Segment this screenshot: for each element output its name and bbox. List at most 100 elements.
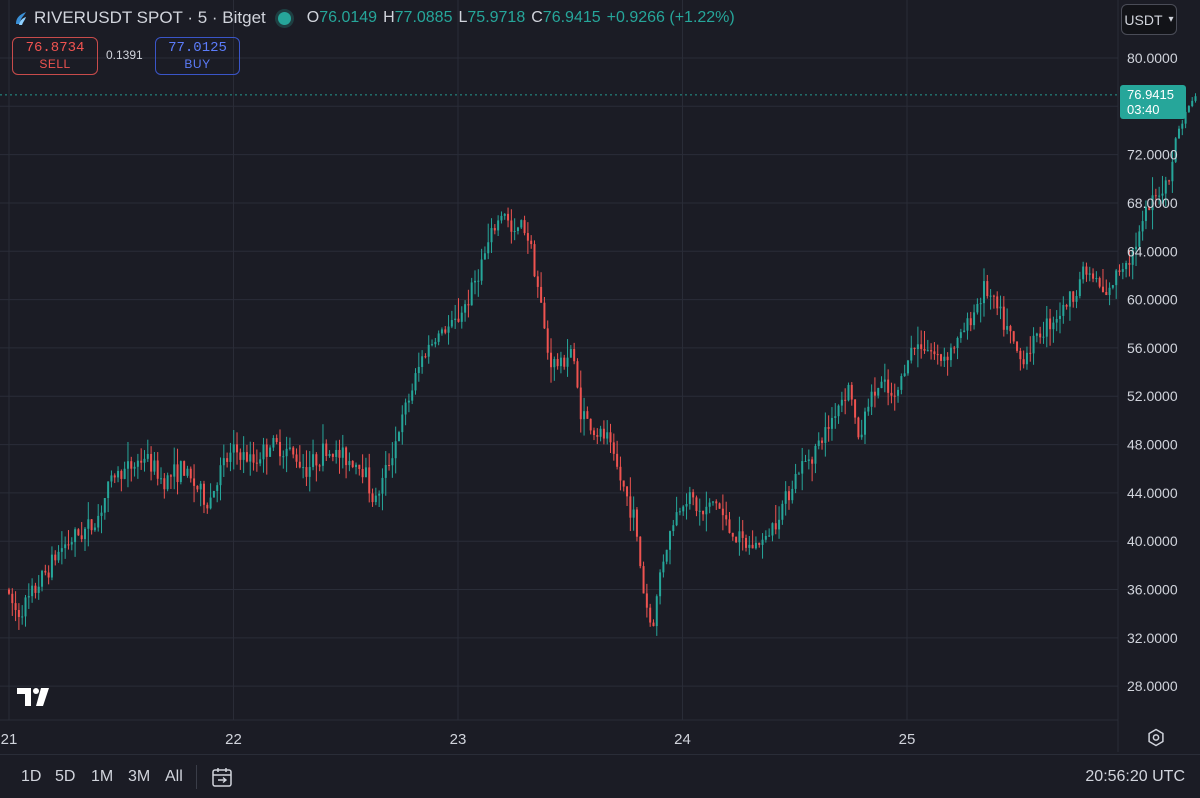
candle-body (550, 352, 553, 368)
candle-body (1174, 138, 1177, 162)
close-value: 76.9415 (542, 9, 601, 26)
candle-body (146, 453, 149, 459)
candle-body (705, 506, 708, 515)
candle-body (1177, 128, 1180, 139)
candle-body (910, 347, 913, 361)
candle-body (645, 593, 648, 608)
price-tick-label: 56.0000 (1127, 340, 1178, 356)
symbol-header: RIVERUSDT SPOT · 5 · Bitget O 76.0149 H 77… (14, 8, 735, 28)
candle-body (90, 519, 93, 531)
utc-clock[interactable]: 20:56:20 UTC (1085, 768, 1185, 785)
candle-body (424, 356, 427, 358)
tradingview-logo-icon[interactable] (17, 688, 53, 706)
candle-body (103, 498, 106, 513)
candle-body (602, 428, 605, 439)
price-axis[interactable]: 80.000076.000072.000068.000064.000060.00… (1127, 50, 1178, 694)
candle-body (222, 458, 225, 466)
candle-body (411, 390, 414, 401)
sell-button[interactable]: 76.8734 SELL (12, 37, 98, 75)
candle-body (579, 387, 582, 420)
candle-body (751, 544, 754, 549)
candle-body (758, 542, 761, 545)
candle-body (662, 561, 665, 573)
candle-body (11, 593, 14, 604)
price-tick-label: 28.0000 (1127, 678, 1178, 694)
candle-body (622, 480, 625, 487)
price-tick-label: 60.0000 (1127, 292, 1178, 308)
candle-body (361, 468, 364, 478)
candle-body (1059, 315, 1062, 319)
candle-body (655, 596, 658, 627)
spread-value: 0.1391 (106, 48, 143, 62)
candle-body (540, 286, 543, 303)
candle-body (589, 418, 592, 431)
candle-body (1187, 106, 1190, 112)
candle-body (659, 572, 662, 597)
candle-body (93, 527, 96, 531)
timeframe-1m[interactable]: 1M (91, 768, 114, 785)
river-logo-icon[interactable] (14, 10, 28, 26)
candle-body (920, 344, 923, 349)
candle-body (1042, 336, 1045, 338)
candle-body (546, 328, 549, 353)
timeframe-all[interactable]: All (165, 768, 183, 785)
candle-body (642, 566, 645, 594)
candle-body (969, 318, 972, 326)
candle-body (566, 357, 569, 367)
candle-body (612, 442, 615, 454)
time-axis[interactable]: 21 22 23 24 25 (1, 731, 916, 748)
candle-body (500, 215, 503, 221)
candle-body (136, 460, 139, 467)
time-tick-label: 25 (899, 731, 916, 748)
candle-body (368, 467, 371, 494)
candle-body (21, 616, 24, 618)
price-tick-label: 52.0000 (1127, 388, 1178, 404)
buy-button[interactable]: 77.0125 BUY (155, 37, 240, 75)
symbol-title[interactable]: RIVERUSDT SPOT · 5 · Bitget (34, 8, 266, 27)
market-open-dot-icon (277, 11, 291, 25)
candle-body (860, 434, 863, 438)
candle-body (269, 447, 272, 457)
currency-value: USDT (1124, 11, 1163, 28)
timeframe-5d[interactable]: 5D (55, 768, 76, 785)
candle-body (718, 503, 721, 509)
candle-body (384, 465, 387, 478)
candle-body (791, 488, 794, 501)
gear-icon[interactable] (1146, 728, 1166, 748)
candle-body (913, 347, 916, 350)
timeframe-3m[interactable]: 3M (128, 768, 151, 785)
price-tick-label: 64.0000 (1127, 243, 1178, 259)
candle-body (431, 344, 434, 346)
candle-body (1154, 195, 1157, 197)
candle-body (632, 509, 635, 518)
candle-body (325, 443, 328, 457)
candle-body (520, 220, 523, 228)
candle-body (179, 461, 182, 483)
candle-body (956, 337, 959, 349)
candle-body (126, 461, 129, 469)
currency-select[interactable]: USDT ▾ (1121, 4, 1177, 35)
candle-body (437, 333, 440, 342)
candle-body (206, 504, 209, 509)
timeframe-1d[interactable]: 1D (21, 768, 42, 785)
candle-body (1002, 306, 1005, 330)
candle-body (245, 452, 248, 462)
candle-body (854, 399, 857, 418)
candle-body (427, 344, 430, 357)
candle-body (226, 458, 229, 462)
candle-body (1108, 287, 1111, 296)
calendar-range-icon[interactable] (210, 765, 234, 789)
candle-body (1121, 269, 1124, 272)
candle-body (252, 454, 255, 463)
candle-body (355, 464, 358, 468)
candle-body (906, 360, 909, 374)
candle-body (639, 536, 642, 567)
candle-body (629, 496, 632, 518)
candle-body (824, 427, 827, 443)
candle-body (1171, 161, 1174, 182)
candle-body (1191, 100, 1194, 107)
candle-body (982, 281, 985, 304)
candle-body (979, 303, 982, 305)
candle-body (536, 276, 539, 287)
